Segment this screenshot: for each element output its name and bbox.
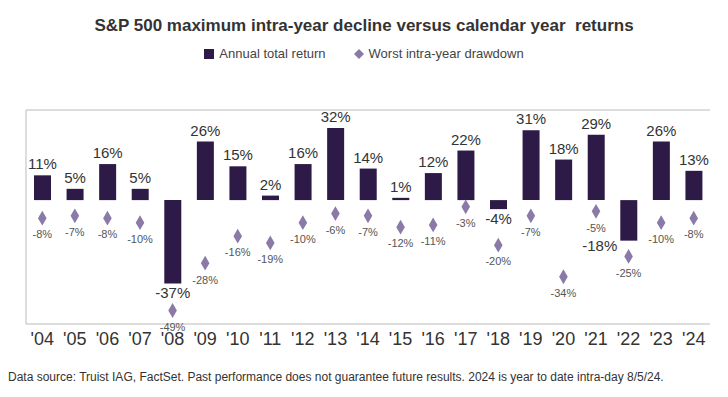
svg-text:-34%: -34% [551, 287, 577, 299]
svg-text:11%: 11% [28, 155, 57, 172]
svg-text:-49%: -49% [160, 321, 186, 333]
svg-text:'09: '09 [193, 329, 216, 349]
svg-text:'16: '16 [421, 329, 444, 349]
svg-text:16%: 16% [93, 144, 123, 161]
svg-text:12%: 12% [418, 153, 448, 170]
svg-text:5%: 5% [64, 169, 86, 186]
svg-text:22%: 22% [451, 131, 481, 148]
svg-text:26%: 26% [190, 122, 220, 139]
svg-text:-8%: -8% [33, 228, 53, 240]
svg-text:'15: '15 [389, 329, 412, 349]
svg-text:'12: '12 [291, 329, 314, 349]
svg-text:'06: '06 [96, 329, 119, 349]
svg-text:'24: '24 [682, 329, 705, 349]
svg-text:13%: 13% [679, 151, 709, 168]
svg-text:-10%: -10% [648, 233, 674, 245]
svg-text:-37%: -37% [155, 284, 190, 301]
svg-text:-10%: -10% [290, 233, 316, 245]
svg-text:'21: '21 [584, 329, 607, 349]
svg-text:-16%: -16% [225, 246, 251, 258]
svg-text:-25%: -25% [616, 267, 642, 279]
html-text:Data source: Truist IAG, FactS: Data source: Truist IAG, FactSet. Past p… [8, 370, 664, 384]
svg-text:'23: '23 [649, 329, 672, 349]
svg-text:'19: '19 [519, 329, 542, 349]
svg-text:-19%: -19% [257, 253, 283, 265]
svg-text:'08: '08 [160, 328, 185, 349]
svg-text:'22: '22 [617, 329, 640, 349]
svg-text:-7%: -7% [358, 226, 378, 238]
svg-text:-4%: -4% [485, 210, 512, 227]
svg-text:-18%: -18% [582, 237, 617, 254]
svg-text:-8%: -8% [684, 228, 704, 240]
svg-text:'07: '07 [128, 329, 151, 349]
svg-text:1%: 1% [390, 178, 412, 195]
html-text:Worst intra-year drawdown: Worst intra-year drawdown [368, 46, 524, 61]
svg-text:-3%: -3% [456, 217, 476, 229]
svg-text:29%: 29% [581, 115, 611, 132]
svg-text:'11: '11 [259, 329, 281, 349]
svg-text:26%: 26% [646, 122, 676, 139]
svg-text:'05: '05 [63, 329, 86, 349]
svg-text:14%: 14% [353, 149, 383, 166]
svg-text:2%: 2% [260, 176, 282, 193]
svg-text:31%: 31% [516, 110, 546, 127]
svg-text:'10: '10 [226, 329, 249, 349]
svg-text:-6%: -6% [326, 224, 346, 236]
html-text:Annual total return: Annual total return [219, 46, 326, 61]
svg-text:'17: '17 [454, 329, 477, 349]
svg-text:18%: 18% [549, 140, 579, 157]
svg-text:-11%: -11% [421, 235, 446, 247]
svg-text:'20: '20 [552, 329, 575, 349]
svg-text:'18: '18 [487, 329, 510, 349]
svg-text:15%: 15% [223, 146, 253, 163]
svg-text:-5%: -5% [586, 222, 606, 234]
html-text:S&P 500 maximum intra-year dec: S&P 500 maximum intra-year decline versu… [94, 16, 634, 35]
svg-text:-28%: -28% [192, 274, 218, 286]
svg-text:32%: 32% [321, 108, 351, 125]
svg-text:'04: '04 [31, 329, 54, 349]
svg-text:-7%: -7% [521, 226, 541, 238]
svg-text:'13: '13 [324, 329, 347, 349]
svg-text:5%: 5% [129, 169, 151, 186]
svg-text:-8%: -8% [98, 228, 118, 240]
svg-text:-20%: -20% [485, 255, 511, 267]
svg-text:'14: '14 [356, 329, 379, 349]
svg-text:16%: 16% [288, 144, 318, 161]
svg-text:-12%: -12% [388, 237, 414, 249]
svg-text:-7%: -7% [65, 226, 85, 238]
svg-text:-10%: -10% [127, 233, 153, 245]
